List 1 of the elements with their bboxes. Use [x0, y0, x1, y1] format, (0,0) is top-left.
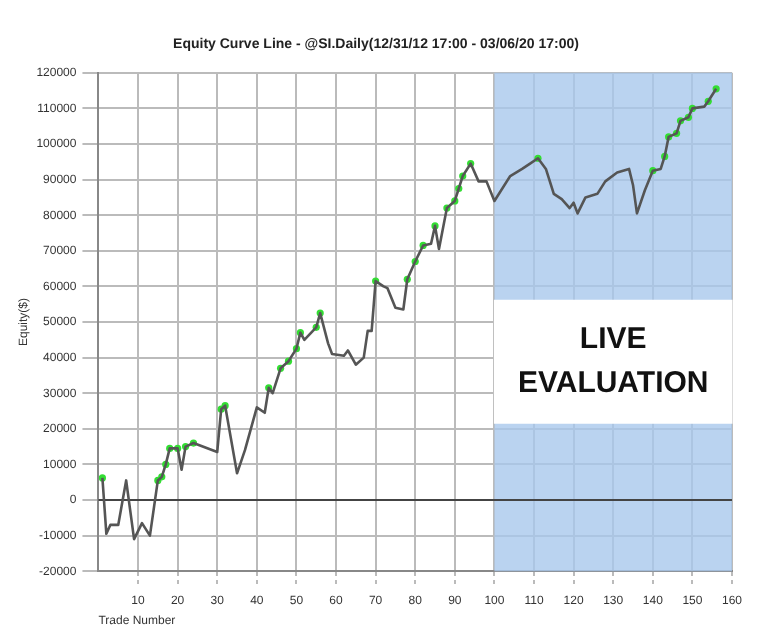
- band-label: LIVE EVALUATION: [517, 322, 709, 401]
